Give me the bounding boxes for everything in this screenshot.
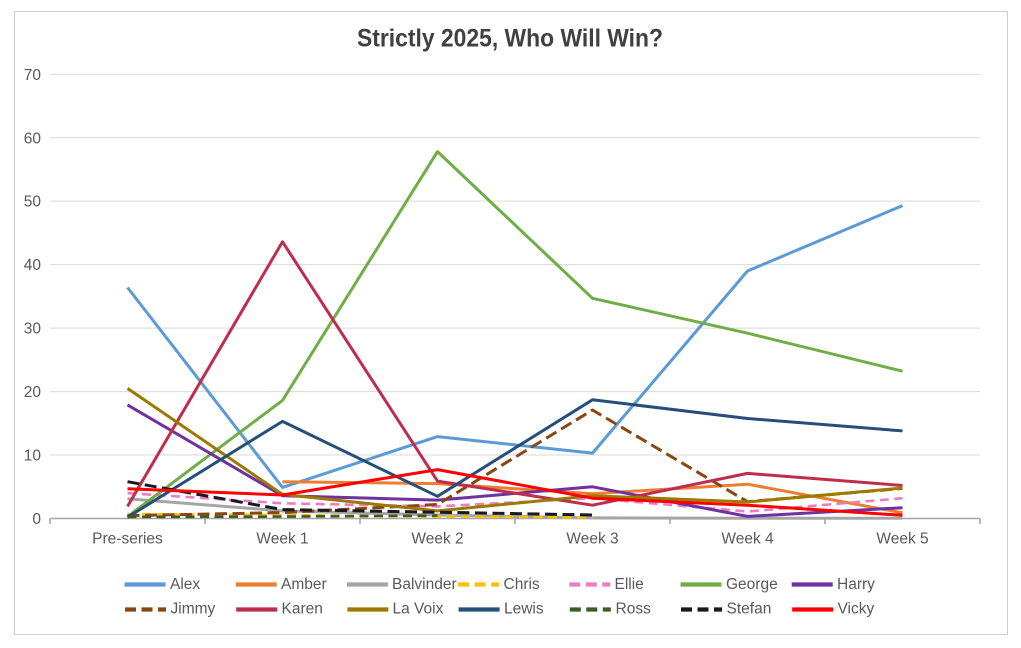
- svg-text:Strictly 2025, Who Will Win?: Strictly 2025, Who Will Win?: [357, 25, 663, 53]
- svg-text:60: 60: [24, 130, 42, 147]
- svg-text:Jimmy: Jimmy: [171, 601, 216, 618]
- svg-text:Ross: Ross: [616, 601, 652, 618]
- svg-text:Vicky: Vicky: [838, 601, 875, 618]
- svg-text:Week 3: Week 3: [566, 531, 618, 548]
- svg-text:Week 2: Week 2: [411, 531, 463, 548]
- svg-text:30: 30: [24, 321, 42, 338]
- svg-text:George: George: [726, 576, 778, 593]
- svg-text:20: 20: [24, 384, 42, 401]
- svg-text:Week 4: Week 4: [721, 531, 774, 548]
- svg-text:70: 70: [24, 67, 42, 84]
- svg-text:10: 10: [24, 448, 42, 465]
- svg-text:Balvinder: Balvinder: [392, 576, 457, 593]
- svg-text:Alex: Alex: [170, 576, 200, 593]
- svg-text:50: 50: [24, 194, 42, 211]
- svg-text:Stefan: Stefan: [727, 601, 772, 618]
- svg-text:Karen: Karen: [282, 601, 323, 618]
- svg-text:Amber: Amber: [281, 576, 327, 593]
- svg-text:Lewis: Lewis: [504, 601, 544, 618]
- svg-text:Pre-series: Pre-series: [92, 531, 163, 548]
- svg-text:0: 0: [32, 511, 41, 528]
- svg-text:Harry: Harry: [837, 576, 875, 593]
- svg-text:Week 1: Week 1: [256, 531, 308, 548]
- svg-text:Chris: Chris: [504, 576, 540, 593]
- svg-text:Week 5: Week 5: [876, 531, 928, 548]
- svg-text:La Voix: La Voix: [393, 601, 444, 618]
- svg-text:40: 40: [24, 257, 42, 274]
- svg-text:Ellie: Ellie: [615, 576, 644, 593]
